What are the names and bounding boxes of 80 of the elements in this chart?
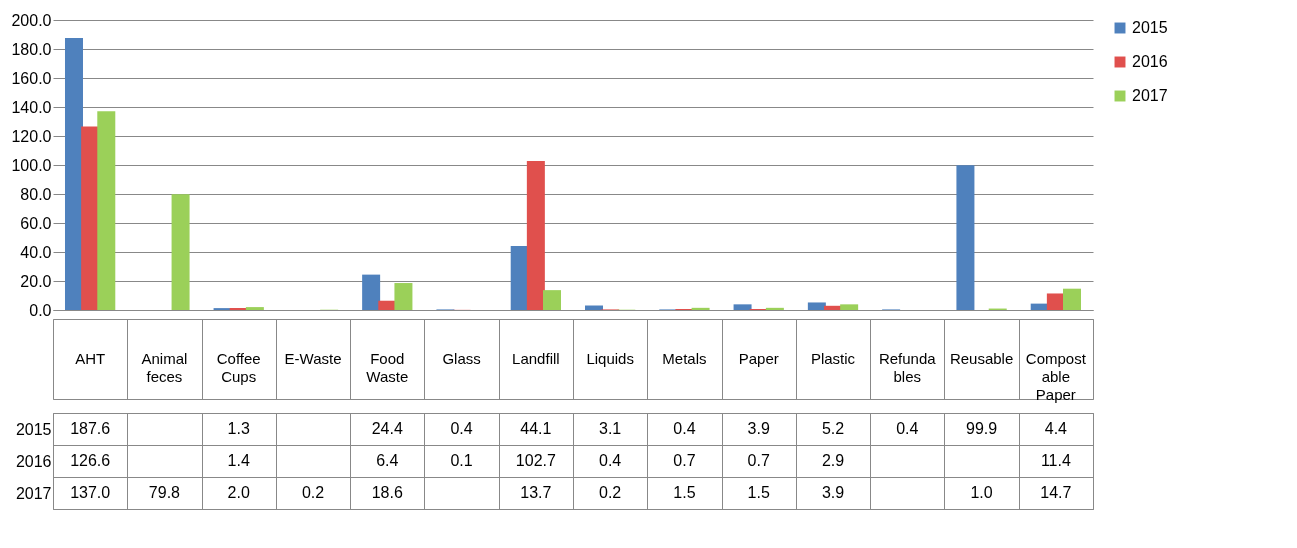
data-label: 0.4 <box>673 420 696 437</box>
x-tick-label: Reusable <box>949 350 1014 367</box>
x-tick-label: Food Waste <box>366 350 409 385</box>
y-tick-label: 20.0 <box>20 272 52 290</box>
bar <box>956 165 975 310</box>
data-label: 18.6 <box>371 484 403 501</box>
data-label: 6.4 <box>376 452 399 469</box>
data-label: 0.7 <box>673 452 696 469</box>
data-label: 0.4 <box>450 420 473 437</box>
y-tick-label: 180.0 <box>11 40 52 58</box>
data-label: 0.7 <box>747 452 770 469</box>
x-tick-label: Compostable Paper <box>1025 350 1087 403</box>
bar <box>97 111 116 310</box>
data-label: 0.2 <box>599 484 622 501</box>
x-tick-label: Glass <box>442 350 481 367</box>
y-tick-label: 0.0 <box>29 301 52 319</box>
bar <box>394 283 413 310</box>
data-label: 137.0 <box>70 484 111 501</box>
data-label: 3.9 <box>821 484 845 501</box>
data-label: 13.7 <box>520 484 552 501</box>
x-tick-label: Metals <box>662 350 707 367</box>
bar <box>64 37 83 310</box>
x-tick-label: AHT <box>75 350 106 367</box>
x-tick-label: Plastic <box>810 350 856 367</box>
y-tick-label: 40.0 <box>20 243 52 261</box>
data-label: 1.4 <box>227 452 250 469</box>
data-label: 3.1 <box>599 420 622 437</box>
data-label: 1.5 <box>673 484 696 501</box>
text: 2015 <box>15 420 52 438</box>
x-tick-label: Liquids <box>586 350 634 367</box>
data-label: 11.4 <box>1040 452 1071 469</box>
y-tick-label: 120.0 <box>11 127 52 145</box>
text: 2017 <box>15 484 52 502</box>
data-label: 99.9 <box>966 420 998 437</box>
bar <box>245 307 264 310</box>
bar <box>807 302 826 310</box>
bar <box>840 304 859 310</box>
x-tick-label: Paper <box>738 350 779 367</box>
bar <box>543 290 562 310</box>
data-label: 79.8 <box>148 484 181 501</box>
data-label: 14.7 <box>1040 484 1072 501</box>
legend-label: 2016 <box>1132 53 1168 70</box>
data-label: 0.1 <box>450 452 473 469</box>
x-tick-label: Coffee Cups <box>216 350 261 385</box>
x-tick-label: Landfill <box>512 350 560 367</box>
data-label: 24.4 <box>371 420 403 437</box>
data-label: 2.9 <box>821 452 845 469</box>
bar <box>691 307 710 310</box>
y-tick-label: 80.0 <box>20 185 52 203</box>
data-label: 0.2 <box>301 484 325 501</box>
y-tick-label: 60.0 <box>20 214 52 232</box>
legend-label: 2015 <box>1132 19 1168 36</box>
data-label: 4.4 <box>1044 420 1068 437</box>
bar <box>362 274 381 310</box>
bar <box>733 304 752 310</box>
bar <box>765 307 784 310</box>
y-tick-label: 140.0 <box>11 98 52 116</box>
data-label: 2.0 <box>227 484 250 501</box>
data-label: 102.7 <box>515 452 556 469</box>
text: 2016 <box>15 452 52 470</box>
y-tick-label: 160.0 <box>11 69 52 87</box>
data-label: 0.4 <box>896 420 919 437</box>
data-label: 1.0 <box>970 484 993 501</box>
data-label: 5.2 <box>821 420 845 437</box>
bar <box>171 194 190 310</box>
x-tick-label: Refundables <box>878 350 937 385</box>
data-label: 1.3 <box>227 420 250 437</box>
bar <box>526 161 545 310</box>
data-label: 3.9 <box>747 420 770 437</box>
legend-label: 2017 <box>1132 87 1168 104</box>
y-tick-label: 100.0 <box>11 156 52 174</box>
data-label: 0.4 <box>599 452 622 469</box>
data-label: 1.5 <box>747 484 770 501</box>
data-label: 126.6 <box>70 452 111 469</box>
data-label: 187.6 <box>70 420 111 437</box>
x-tick-label: E-Waste <box>284 350 342 367</box>
bar <box>1063 288 1082 310</box>
data-label: 44.1 <box>520 420 552 437</box>
y-tick-label: 200.0 <box>11 11 52 29</box>
x-tick-label: Animal feces <box>141 350 188 385</box>
